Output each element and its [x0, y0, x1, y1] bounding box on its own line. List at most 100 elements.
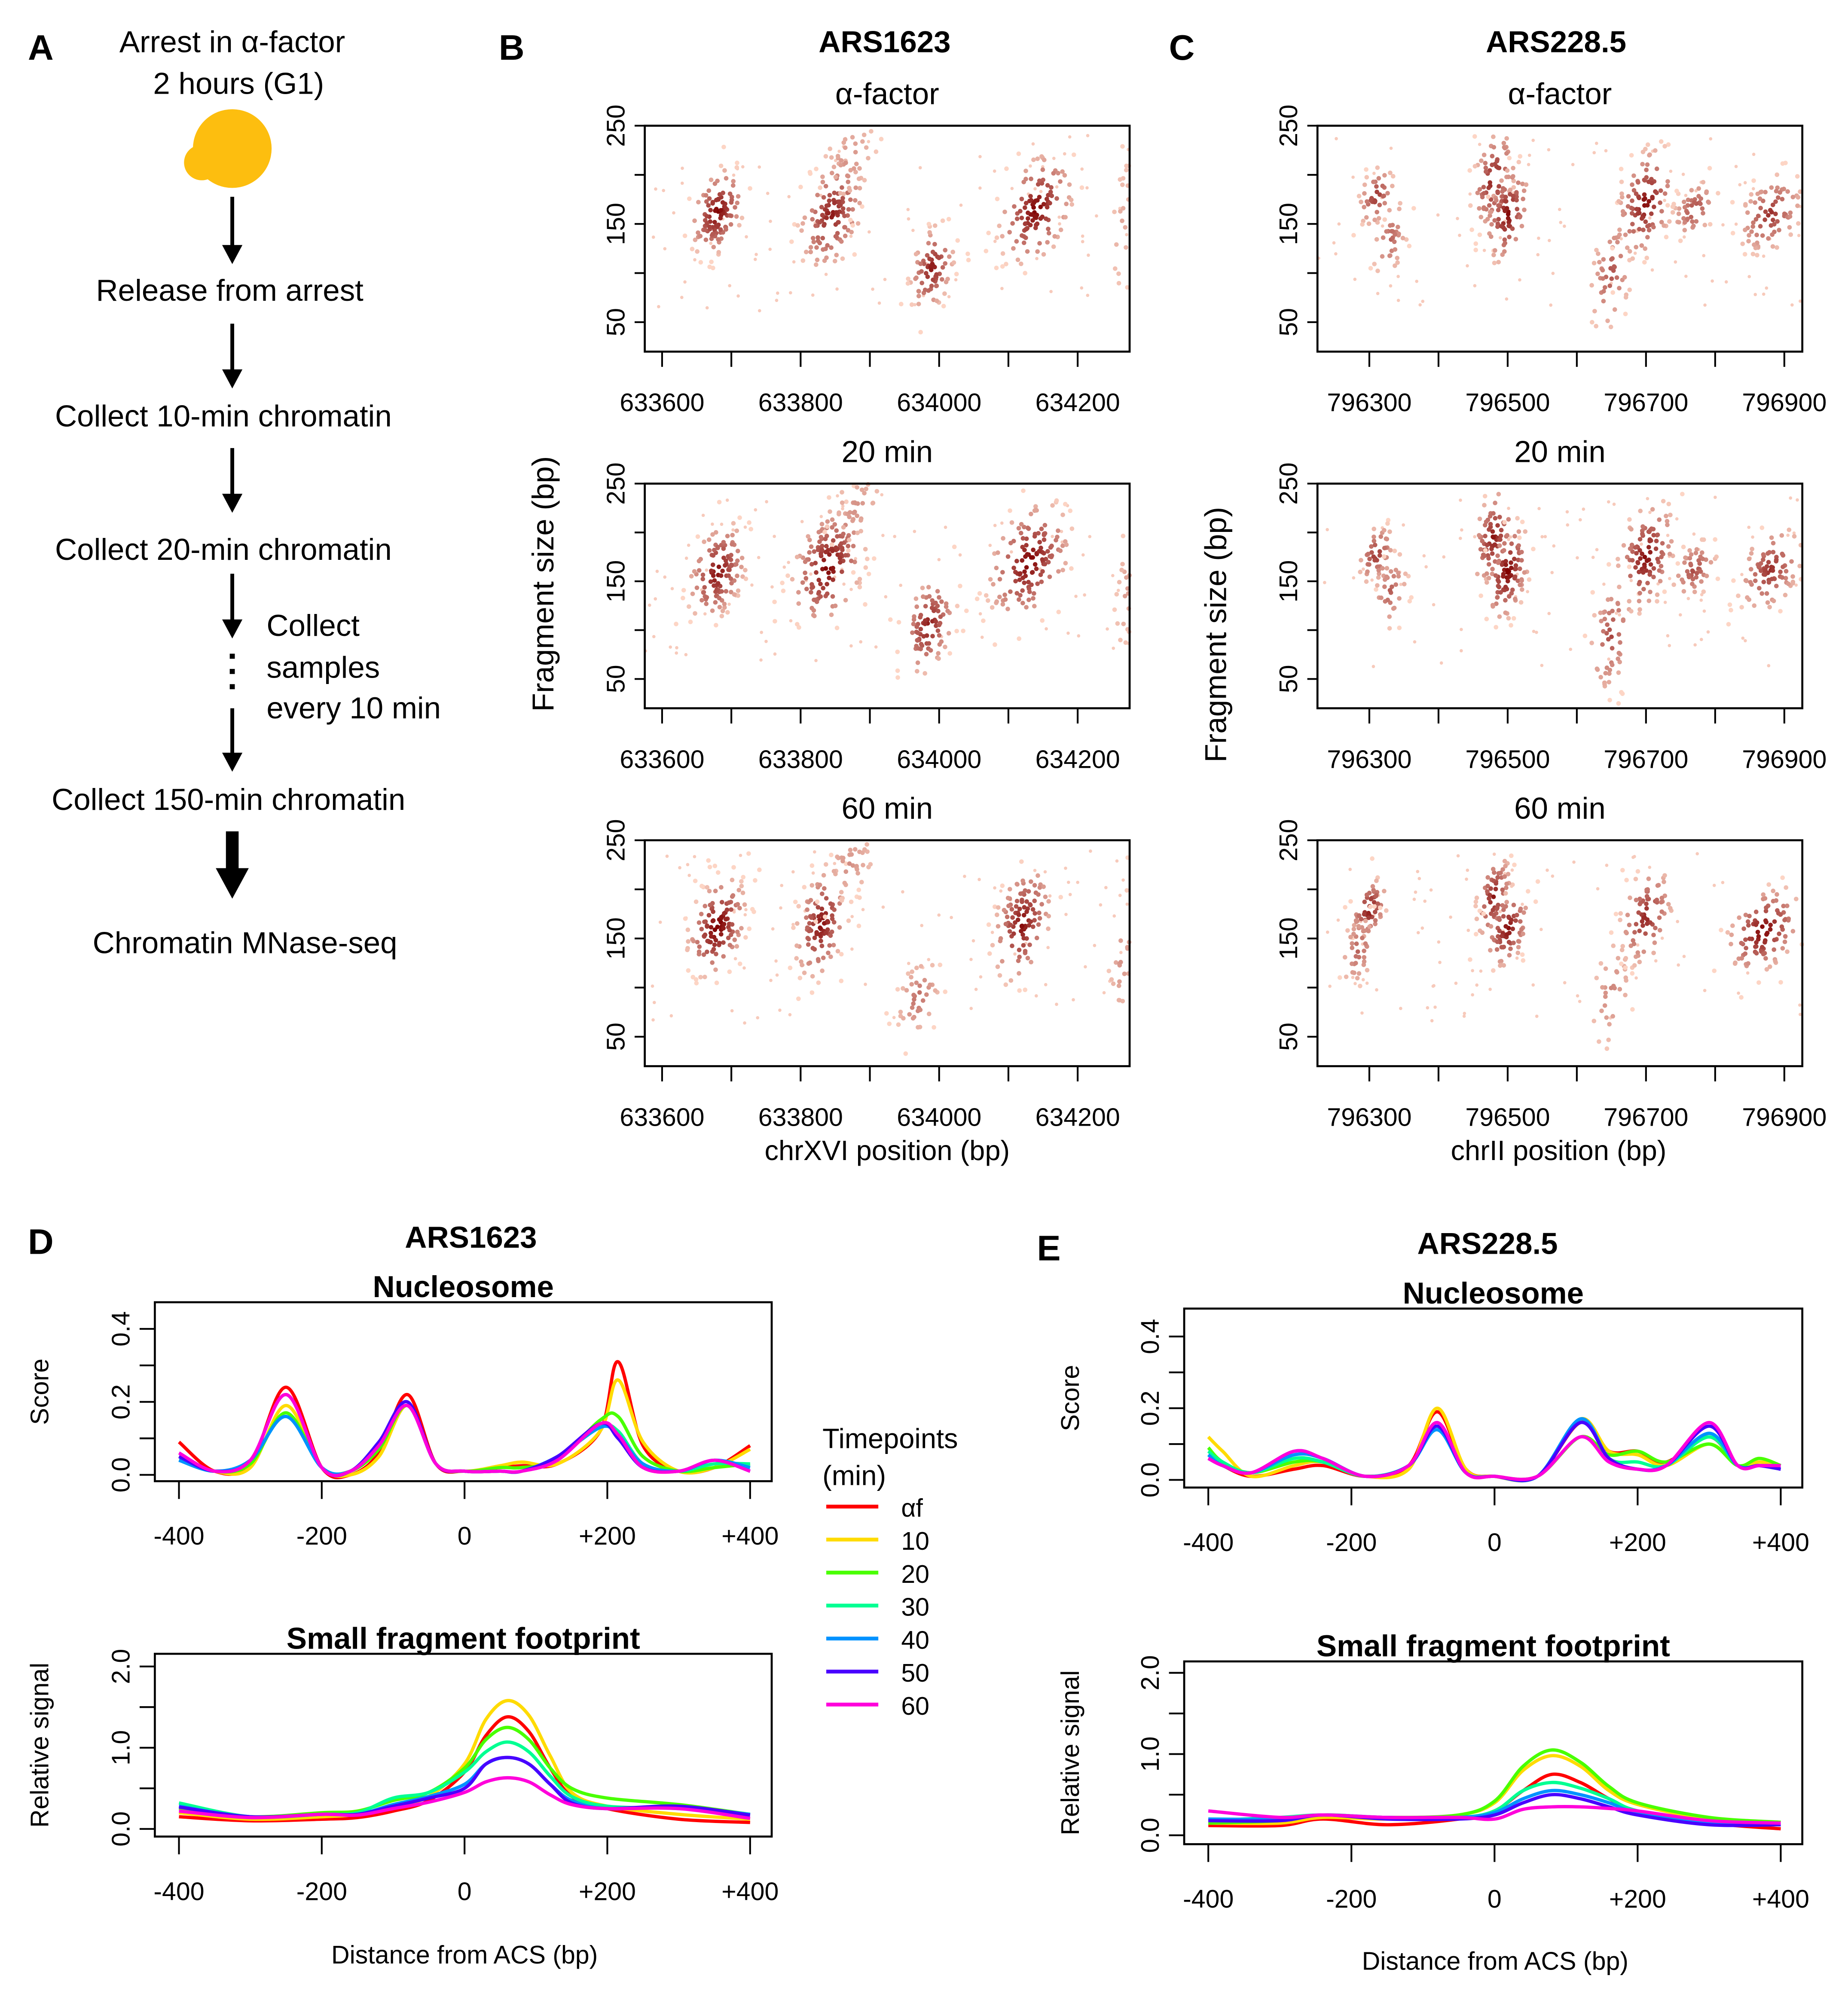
scatter-point [901, 890, 904, 894]
scatter-point [857, 895, 862, 900]
scatter-point [1661, 499, 1666, 504]
scatter-point [1631, 229, 1636, 234]
scatter-point [795, 622, 800, 627]
scatter-point [998, 938, 1003, 944]
scatter-point [1773, 211, 1778, 217]
scatter-point [1756, 934, 1761, 939]
scatter-point [1653, 546, 1659, 551]
scatter-point [807, 537, 812, 543]
scatter-point [1062, 173, 1067, 178]
scatter-point [687, 604, 691, 609]
scatter-point [1000, 521, 1004, 525]
scatter-point [699, 912, 704, 916]
subplot-title: 20 min [841, 435, 933, 469]
scatter-point [1601, 289, 1606, 294]
scatter-point [1499, 224, 1504, 229]
y-tick-label: 1.0 [1136, 1736, 1164, 1771]
scatter-point [1668, 513, 1673, 517]
scatter-point [936, 651, 941, 656]
scatter-point [1024, 605, 1029, 610]
scatter-point [1506, 872, 1511, 876]
series-line-6 [1207, 1421, 1781, 1481]
scatter-point [1495, 165, 1500, 170]
scatter-point [1616, 956, 1621, 961]
scatter-point [1644, 255, 1649, 260]
scatter-point [1755, 929, 1760, 934]
scatter-point [750, 907, 755, 912]
scatter-point [680, 181, 684, 185]
scatter-point [1635, 950, 1640, 955]
scatter-point [1654, 166, 1659, 171]
scatter-point [848, 848, 853, 852]
scatter-point [994, 235, 999, 240]
scatter-point [1703, 303, 1707, 307]
scatter-point [1473, 241, 1478, 246]
scatter-point [1696, 186, 1701, 191]
scatter-point [850, 223, 855, 228]
scatter-point [1035, 581, 1040, 586]
scatter-point [1491, 145, 1497, 150]
x-tick-label: 0 [458, 1877, 472, 1905]
scatter-point [1498, 533, 1503, 538]
scatter-point [1701, 180, 1706, 185]
scatter-point [1374, 184, 1379, 189]
scatter-point [1666, 534, 1670, 537]
scatter-point [1493, 248, 1497, 253]
scatter-point [1026, 889, 1031, 894]
scatter-point [700, 577, 706, 581]
scatter-point [1596, 887, 1600, 891]
scatter-point [1503, 904, 1508, 909]
y-tick-label: 250 [1274, 104, 1303, 147]
scatter-point [910, 969, 914, 974]
scatter-point [1046, 926, 1051, 931]
scatter-point [1691, 223, 1696, 229]
scatter-point [910, 630, 915, 635]
scatter-point [1785, 949, 1790, 954]
scatter-point [1485, 217, 1490, 222]
scatter-point [718, 208, 723, 213]
scatter-point [864, 145, 869, 150]
scatter-point [834, 234, 839, 239]
scatter-point [1503, 562, 1508, 567]
scatter-point [1600, 642, 1605, 647]
scatter-point [1764, 967, 1769, 972]
scatter-point [1658, 188, 1663, 193]
scatter-point [1045, 549, 1050, 554]
scatter-point [1501, 907, 1506, 912]
scatter-point [1714, 495, 1717, 499]
scatter-point [1028, 919, 1033, 924]
scatter-point [1659, 550, 1664, 555]
scatter-point [850, 863, 855, 868]
scatter-point [718, 216, 723, 220]
scatter-point [958, 553, 962, 557]
scatter-point [847, 510, 852, 515]
scatter-point [1368, 904, 1373, 909]
scatter-point [681, 166, 684, 170]
scatter-point [1521, 902, 1524, 906]
scatter-point [911, 622, 916, 626]
scatter-point [853, 170, 858, 174]
scatter-point [1681, 544, 1686, 550]
scatter-point [1616, 656, 1621, 661]
scatter-point [1527, 577, 1532, 582]
scatter-point [711, 573, 716, 578]
scatter-point [879, 137, 884, 142]
scatter-point [1391, 574, 1396, 579]
scatter-point [1074, 595, 1078, 598]
scatter-point [1515, 956, 1519, 960]
scatter-point [859, 640, 863, 644]
scatter-point [1644, 901, 1649, 907]
scatter-point [1490, 603, 1495, 608]
scatter-point [1589, 641, 1594, 645]
scatter-point [1482, 494, 1488, 499]
scatter-point [1481, 153, 1487, 157]
scatter-point [1460, 628, 1463, 631]
scatter-point [1707, 222, 1713, 227]
scatter-point [864, 983, 867, 986]
scatter-point [917, 990, 922, 995]
scatter-point [794, 555, 800, 559]
scatter-point [1783, 592, 1788, 598]
y-tick-label: 250 [602, 104, 630, 147]
scatter-point [1422, 554, 1426, 558]
